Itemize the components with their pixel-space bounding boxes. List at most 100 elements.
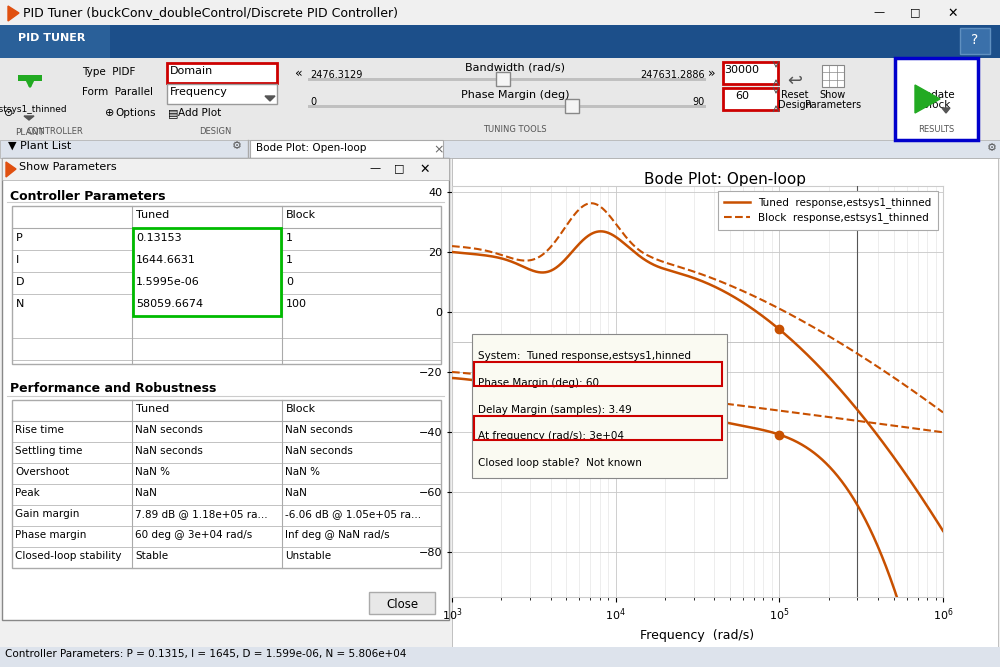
Text: ⊕: ⊕ [105,108,114,118]
Text: CONTROLLER: CONTROLLER [27,127,83,136]
Text: Block: Block [286,404,316,414]
Text: 0.13153: 0.13153 [136,233,182,243]
Text: Update: Update [917,90,955,100]
Text: Show: Show [820,90,846,100]
Text: Options: Options [115,108,156,118]
Text: 247631.2886: 247631.2886 [640,70,705,80]
Text: estsys1_thinned: estsys1_thinned [0,105,67,114]
Text: 1: 1 [286,233,293,243]
Text: NaN seconds: NaN seconds [285,425,353,435]
Text: Add Plot: Add Plot [178,108,221,118]
Text: 58059.6674: 58059.6674 [136,299,203,309]
Text: Domain: Domain [170,66,213,76]
Text: D: D [16,277,24,287]
Text: Inf deg @ NaN rad/s: Inf deg @ NaN rad/s [285,530,390,540]
Text: 0: 0 [286,277,293,287]
Text: Block: Block [286,210,316,220]
Bar [308,105,706,108]
Text: NaN seconds: NaN seconds [285,446,353,456]
Bar [895,58,978,140]
Bar [2,158,449,620]
Bar [565,99,579,113]
Text: ?: ? [971,33,979,47]
Text: Type  PIDF: Type PIDF [82,67,135,77]
Text: □: □ [910,7,920,17]
Bar [369,592,435,614]
Text: Gain margin: Gain margin [15,509,79,519]
Bar [308,78,706,81]
Text: Phase Margin (deg): Phase Margin (deg) [461,90,569,100]
Text: ⚙: ⚙ [987,143,997,153]
Bar [496,72,510,86]
Text: NaN: NaN [135,488,157,498]
Text: -6.06 dB @ 1.05e+05 ra...: -6.06 dB @ 1.05e+05 ra... [285,509,421,519]
Polygon shape [942,108,950,113]
Text: NaN seconds: NaN seconds [135,425,203,435]
Text: Stable: Stable [135,551,168,561]
Text: PID Tuner (buckConv_doubleControl/Discrete PID Controller): PID Tuner (buckConv_doubleControl/Discre… [23,6,398,19]
Bar [18,75,42,81]
Text: DESIGN: DESIGN [199,127,231,136]
Bar [0,647,1000,667]
Text: 60 deg @ 3e+04 rad/s: 60 deg @ 3e+04 rad/s [135,530,252,540]
Text: »: » [708,67,716,80]
Text: Phase margin: Phase margin [15,530,86,540]
FancyBboxPatch shape [472,334,727,478]
Bar [0,25,1000,58]
Text: 60: 60 [735,91,749,101]
Text: Phase Margin (deg): 60: Phase Margin (deg): 60 [478,378,599,388]
X-axis label: Frequency  (rad/s): Frequency (rad/s) [640,629,755,642]
Text: Frequency: Frequency [170,87,228,97]
Text: Settling time: Settling time [15,446,82,456]
Bar [0,140,1000,158]
Text: ✕: ✕ [947,7,958,20]
Bar [2,158,449,180]
Polygon shape [915,85,940,113]
Text: P: P [16,233,23,243]
Text: System:  Tuned response,estsys1,hinned: System: Tuned response,estsys1,hinned [478,352,691,362]
Text: I: I [16,255,19,265]
Text: 100: 100 [286,299,307,309]
Bar [452,158,998,649]
Text: «: « [295,67,303,80]
Bar [250,140,443,158]
Text: Delay Margin (samples): 3.49: Delay Margin (samples): 3.49 [478,405,631,415]
Bar [0,58,110,140]
Text: Overshoot: Overshoot [15,467,69,477]
Text: RESULTS: RESULTS [918,125,954,134]
Text: Tuned: Tuned [136,404,169,414]
Text: Rise time: Rise time [15,425,64,435]
Text: Close: Close [386,598,418,611]
Text: Show Parameters: Show Parameters [19,162,117,172]
Text: ×: × [433,143,444,156]
Text: Bode Plot: Open-loop: Bode Plot: Open-loop [644,172,806,187]
Text: ⚙: ⚙ [232,141,242,151]
Text: ▼ Plant List: ▼ Plant List [8,141,71,151]
Bar [960,28,990,54]
Text: —: — [369,163,380,173]
Polygon shape [265,96,275,101]
Bar [0,0,1000,25]
Text: PLANT: PLANT [16,128,44,137]
Text: Controller Parameters: P = 0.1315, I = 1645, D = 1.599e-06, N = 5.806e+04: Controller Parameters: P = 0.1315, I = 1… [5,649,406,659]
Bar [0,58,1000,140]
Text: Tuned: Tuned [136,210,169,220]
Text: ✕: ✕ [419,163,430,176]
Text: Block: Block [922,100,950,110]
Legend: Tuned  response,estsys1_thinned, Block  response,estsys1_thinned: Tuned response,estsys1_thinned, Block re… [718,191,938,229]
Text: ✏🖐🔍🔎⌂: ✏🖐🔍🔎⌂ [900,481,936,491]
Text: Bandwidth (rad/s): Bandwidth (rad/s) [465,63,565,73]
Text: Closed loop stable?  Not known: Closed loop stable? Not known [478,458,641,468]
Text: 7.89 dB @ 1.18e+05 ra...: 7.89 dB @ 1.18e+05 ra... [135,509,268,519]
Text: PID TUNER: PID TUNER [18,33,85,43]
Bar [723,62,778,84]
Text: Parameters: Parameters [805,100,861,110]
Text: N: N [16,299,24,309]
Text: Reset: Reset [781,90,809,100]
Text: NaN: NaN [285,488,307,498]
Polygon shape [24,116,34,120]
Text: Closed-loop stability: Closed-loop stability [15,551,122,561]
Text: Design: Design [778,100,812,110]
Text: 90: 90 [693,97,705,107]
Text: NaN seconds: NaN seconds [135,446,203,456]
